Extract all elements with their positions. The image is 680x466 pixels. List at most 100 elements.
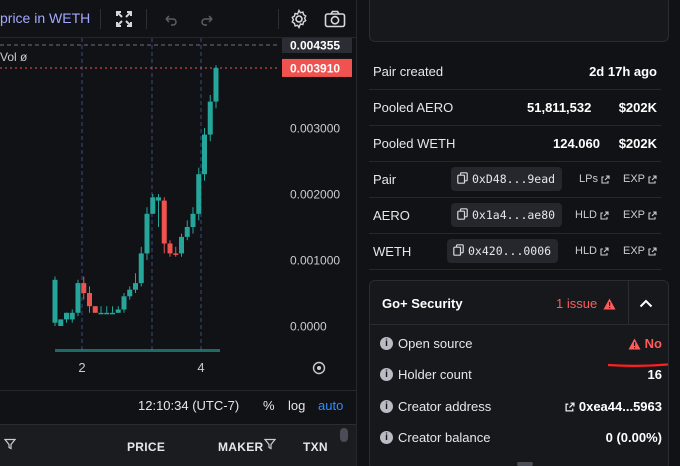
maker-column-header[interactable]: MAKER xyxy=(218,440,264,454)
candle-body xyxy=(87,293,92,307)
panel-scroll-indicator xyxy=(517,462,533,466)
chart-panel: price in WETH 0.004355 0.003910 0.003000 0.… xyxy=(0,0,356,466)
annotation-underline xyxy=(607,363,669,367)
top-card xyxy=(369,0,669,42)
candle-body xyxy=(104,312,110,315)
pair-created-value: 2d 17h ago xyxy=(589,64,657,79)
time-axis-label: 4 xyxy=(197,360,204,375)
trades-table-header: PRICE MAKER TXN xyxy=(0,424,356,466)
hld-link-label: HLD xyxy=(575,245,598,257)
external-link-icon xyxy=(600,246,609,256)
candle-body xyxy=(98,312,104,315)
maker-filter-icon[interactable] xyxy=(263,438,277,453)
current-price-badge xyxy=(282,58,352,77)
price-in-weth-toggle[interactable]: price in WETH xyxy=(0,10,91,26)
toolbar-divider xyxy=(146,9,147,29)
open-source-value: No xyxy=(628,336,662,351)
log-toggle[interactable]: log xyxy=(288,398,306,413)
exp-link[interactable]: EXP xyxy=(623,173,657,185)
percent-toggle[interactable]: % xyxy=(263,398,275,413)
holder-count-label: Holder count xyxy=(398,367,472,382)
candle-body xyxy=(58,319,64,326)
camera-icon[interactable] xyxy=(324,8,346,30)
auto-toggle[interactable]: auto xyxy=(318,398,344,413)
weth-address-row: WETH 0x420...0006 HLD EXP xyxy=(369,234,661,270)
exp-link[interactable]: EXP xyxy=(623,245,657,257)
copy-icon xyxy=(457,171,468,187)
pair-label: Pair xyxy=(373,172,397,187)
creator-address-link[interactable]: 0xea44...5963 xyxy=(565,399,662,414)
price-chart[interactable]: 0.004355 0.003910 0.003000 0.002000 0.001000… xyxy=(0,37,356,388)
aero-address-copy-button[interactable]: 0x1a4...ae80 xyxy=(451,203,563,227)
weth-address-text: 0x420...0006 xyxy=(468,244,552,258)
collapse-chevron-up-icon[interactable] xyxy=(630,287,662,319)
security-title: Go+ Security xyxy=(382,296,463,311)
aero-address-text: 0x1a4...ae80 xyxy=(472,208,556,222)
trades-scrollbar[interactable] xyxy=(340,428,348,442)
security-panel: Go+ Security 1 issue i Open source No i … xyxy=(369,280,669,466)
info-icon[interactable]: i xyxy=(380,431,393,444)
pooled-aero-usd: $202K xyxy=(618,100,657,115)
price-axis-label: 0.003910 xyxy=(290,61,340,75)
candle-body xyxy=(52,279,58,323)
chart-toolbar: price in WETH xyxy=(0,0,356,38)
hld-link[interactable]: HLD xyxy=(575,245,609,257)
open-source-label: Open source xyxy=(398,336,473,351)
pooled-aero-row: Pooled AERO 51,811,532 $202K xyxy=(369,90,661,126)
divider xyxy=(628,281,629,325)
chart-clock: 12:10:34 (UTC-7) xyxy=(138,398,240,413)
time-axis-label: 2 xyxy=(78,360,85,375)
price-axis-label: 0.001000 xyxy=(290,254,340,268)
creator-address-label: Creator address xyxy=(398,399,492,414)
open-source-row: i Open source No xyxy=(380,329,662,359)
candle-body xyxy=(179,236,184,254)
pair-created-label: Pair created xyxy=(373,64,444,79)
copy-icon xyxy=(457,207,468,223)
high-price-badge xyxy=(282,37,352,53)
pair-info-panel: Pair created 2d 17h ago Pooled AERO 51,8… xyxy=(356,0,680,466)
info-icon[interactable]: i xyxy=(380,400,393,413)
candle-body xyxy=(150,197,156,214)
hld-link-label: HLD xyxy=(575,209,598,221)
axis-settings-icon[interactable] xyxy=(312,361,326,375)
candle-body xyxy=(81,283,87,293)
security-issue-count: 1 issue xyxy=(556,296,616,311)
candle-body xyxy=(133,283,138,290)
filter-icon[interactable] xyxy=(3,438,17,453)
pooled-weth-label: Pooled WETH xyxy=(373,136,456,151)
aero-address-row: AERO 0x1a4...ae80 HLD EXP xyxy=(369,198,661,234)
hld-link[interactable]: HLD xyxy=(575,209,609,221)
price-column-header[interactable]: PRICE xyxy=(127,440,166,454)
exp-link-label: EXP xyxy=(623,173,646,185)
candle-body xyxy=(190,213,196,227)
price-axis-label: 0.003000 xyxy=(290,122,340,136)
txn-column-header[interactable]: TXN xyxy=(303,440,328,454)
lps-link[interactable]: LPs xyxy=(579,173,610,185)
security-header[interactable]: Go+ Security 1 issue xyxy=(370,281,668,325)
weth-address-copy-button[interactable]: 0x420...0006 xyxy=(447,239,559,263)
info-icon[interactable]: i xyxy=(380,337,393,350)
undo-icon[interactable] xyxy=(160,8,182,30)
candle-body xyxy=(144,213,150,254)
info-icon[interactable]: i xyxy=(380,368,393,381)
candle-body xyxy=(69,312,75,320)
price-axis-label: 0.0000 xyxy=(290,320,327,334)
gear-icon[interactable] xyxy=(288,8,310,30)
external-link-icon xyxy=(565,401,575,412)
volume-bars xyxy=(55,349,220,352)
candle-body xyxy=(167,243,173,254)
pooled-weth-amount: 124.060 xyxy=(553,136,600,151)
fullscreen-icon[interactable] xyxy=(113,8,135,30)
volume-label: Vol ø xyxy=(0,50,28,64)
axis-settings-icon xyxy=(317,366,321,370)
pair-address-copy-button[interactable]: 0xD48...9ead xyxy=(451,167,563,191)
candle-body xyxy=(75,283,81,313)
candle-body xyxy=(213,67,219,102)
candle-body xyxy=(115,309,121,313)
candlestick-chart-svg[interactable]: 0.004355 0.003910 0.003000 0.002000 0.001000… xyxy=(0,37,356,388)
toolbar-divider xyxy=(278,9,279,29)
external-link-icon xyxy=(648,246,657,256)
creator-balance-label: Creator balance xyxy=(398,430,491,445)
exp-link[interactable]: EXP xyxy=(623,209,657,221)
redo-icon[interactable] xyxy=(196,8,218,30)
